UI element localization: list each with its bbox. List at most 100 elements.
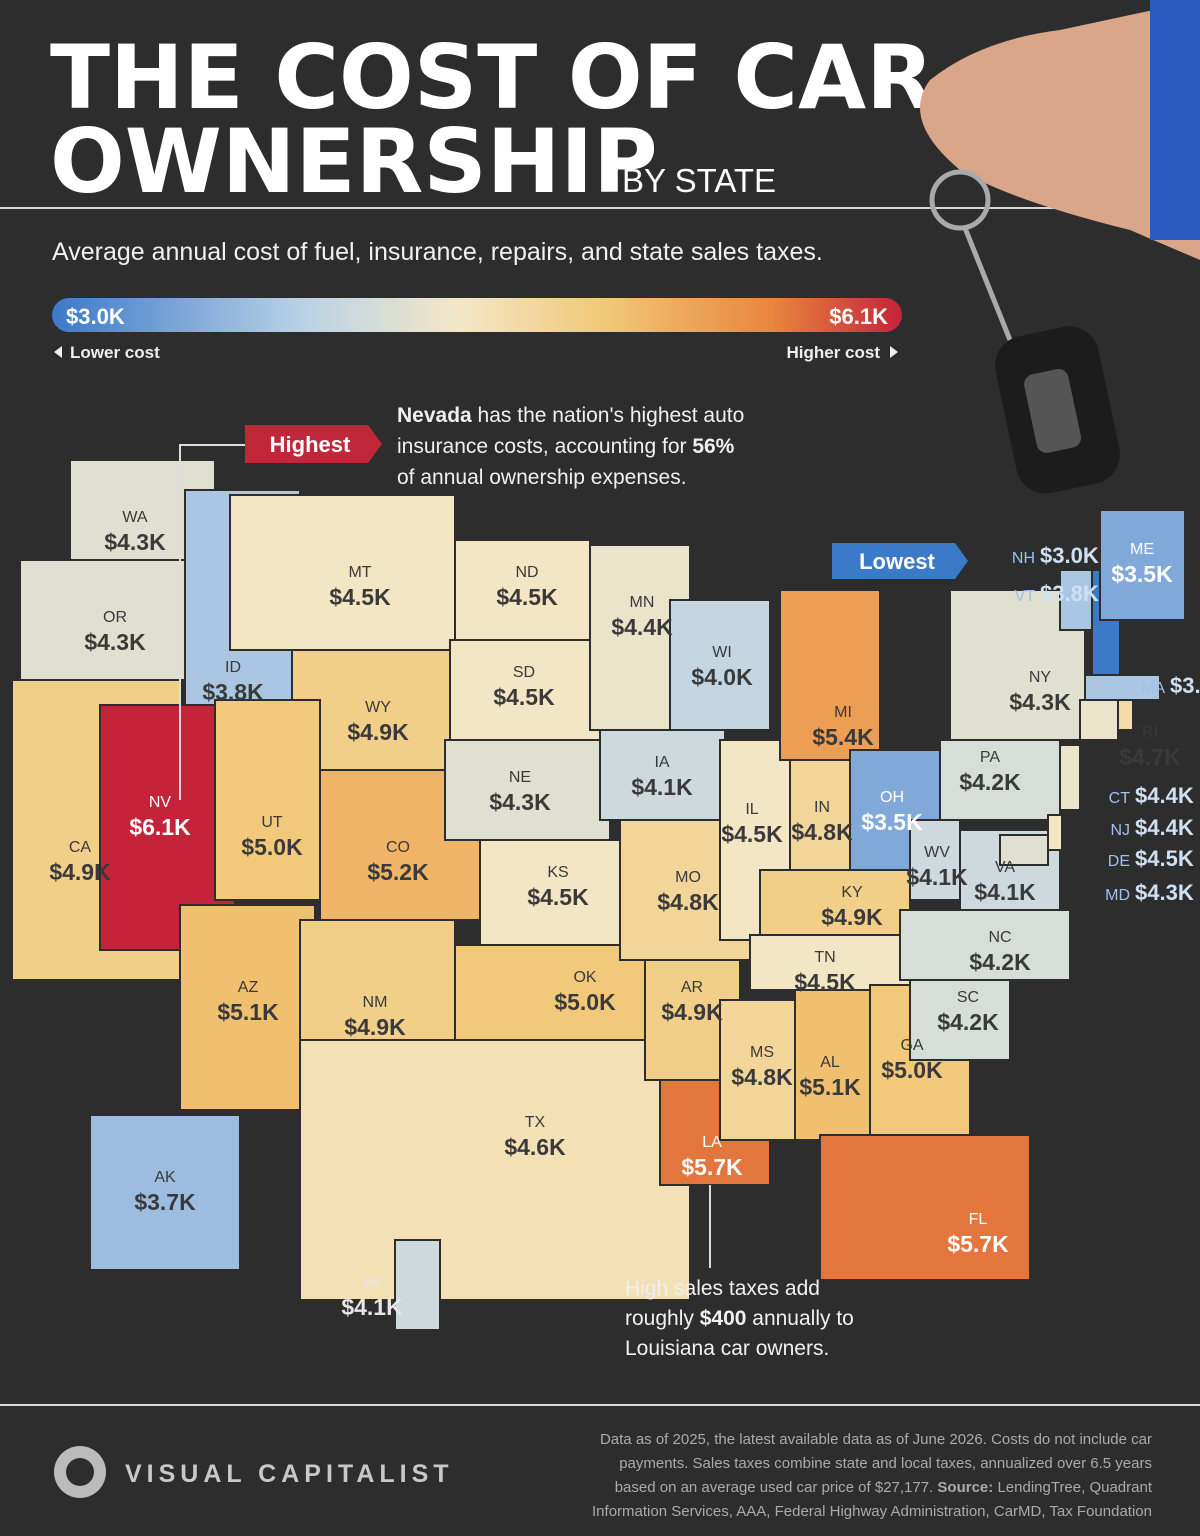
- state-code: MS: [750, 1044, 774, 1061]
- state-code: IA: [654, 754, 669, 771]
- text-segment: Data as of 2025, the latest available da…: [600, 1431, 1152, 1448]
- state-code: CA: [69, 839, 92, 856]
- state-code: OR: [103, 609, 127, 626]
- state-code: RI: [1142, 724, 1158, 741]
- state-code: NJ: [1110, 822, 1130, 839]
- state: [999, 834, 1049, 866]
- state-value: $3.5K: [861, 809, 923, 835]
- state-code: MD: [1105, 887, 1130, 904]
- state: [1099, 509, 1186, 621]
- arrow-right: [890, 346, 898, 358]
- title-suffix: BY STATE: [622, 162, 776, 199]
- state: [444, 739, 611, 841]
- state: [819, 1134, 1031, 1281]
- state-code: AK: [154, 1169, 176, 1186]
- state-code: TX: [525, 1114, 546, 1131]
- state-value: $5.0K: [881, 1057, 943, 1083]
- state-value: $4.5K: [329, 584, 391, 610]
- state-value: $4.4K: [1135, 815, 1194, 840]
- text-line: Information Services, AAA, Federal Highw…: [592, 1503, 1152, 1520]
- text-segment: Nevada: [397, 404, 472, 427]
- state-code: OK: [573, 969, 596, 986]
- text-segment: annually to: [746, 1307, 853, 1330]
- state-code: SD: [513, 664, 535, 681]
- text-segment: Louisiana car owners.: [625, 1337, 829, 1360]
- text-segment: High sales taxes add: [625, 1277, 820, 1300]
- state-code: IL: [745, 801, 758, 818]
- text-segment: insurance costs, accounting for: [397, 435, 692, 458]
- state-value: $4.9K: [344, 1014, 406, 1040]
- state-value: $4.3K: [1135, 880, 1194, 905]
- state-code: CT: [1109, 790, 1131, 807]
- state-value: $4.4K: [1135, 783, 1194, 808]
- state-code: NV: [149, 794, 172, 811]
- state-value: $4.5K: [721, 821, 783, 847]
- state-value: $4.1K: [906, 864, 968, 890]
- brand: VISUAL CAPITALIST: [125, 1460, 454, 1488]
- arrow-left: [54, 346, 62, 358]
- state-code: MO: [675, 869, 701, 886]
- text-line: Louisiana car owners.: [625, 1337, 829, 1360]
- state: [89, 1114, 241, 1271]
- state-value: $4.8K: [791, 819, 853, 845]
- state-value: $4.9K: [347, 719, 409, 745]
- state: [909, 974, 1011, 1061]
- legend-low-text: Lower cost: [70, 343, 160, 362]
- state-value: $4.8K: [657, 889, 719, 915]
- title-line: THE COST OF CAR: [50, 26, 934, 129]
- state-code: MN: [630, 594, 655, 611]
- state-code: KS: [547, 864, 568, 881]
- text-segment: Information Services, AAA, Federal Highw…: [592, 1503, 1152, 1520]
- state-code: VT: [1015, 588, 1036, 605]
- callout-tag: Highest: [270, 432, 351, 457]
- text-line: insurance costs, accounting for 56%: [397, 435, 735, 458]
- state: [1079, 699, 1119, 741]
- state: [669, 599, 771, 731]
- state-value: $4.0K: [691, 664, 753, 690]
- state-value: $5.0K: [241, 834, 303, 860]
- state: [909, 819, 961, 901]
- state-value: $5.1K: [217, 999, 279, 1025]
- state-value: $4.4K: [611, 614, 673, 640]
- callout-tag: Lowest: [859, 549, 935, 574]
- text-segment: of annual ownership expenses.: [397, 466, 687, 489]
- state-value: $4.5K: [794, 969, 856, 995]
- text-segment: LendingTree, Quadrant: [993, 1479, 1153, 1496]
- legend-high-text: Higher cost: [786, 343, 880, 362]
- state-value: $4.3K: [1009, 689, 1071, 715]
- state-value: $5.2K: [367, 859, 429, 885]
- state-value: $5.4K: [812, 724, 874, 750]
- state-code: WY: [365, 699, 391, 716]
- key-illustration: [920, 0, 1200, 494]
- state-value: $4.1K: [631, 774, 693, 800]
- state: [214, 699, 321, 901]
- state-value: $5.7K: [947, 1231, 1009, 1257]
- state-value: $3.8K: [202, 679, 264, 705]
- state-value: $3.8K: [1040, 581, 1099, 606]
- state-value: $4.3K: [84, 629, 146, 655]
- state: [1047, 814, 1063, 851]
- state-value: $3.7K: [134, 1189, 196, 1215]
- annotations: Highest Lowest WA $4.3K OR $4.3K CA $4.9K NV $6…: [49, 404, 1200, 1520]
- state-value: $4.9K: [821, 904, 883, 930]
- state-code: SC: [957, 989, 979, 1006]
- state-value: $4.6K: [504, 1134, 566, 1160]
- state-value: $4.2K: [937, 1009, 999, 1035]
- text-segment: roughly: [625, 1307, 700, 1330]
- state: [1117, 699, 1134, 731]
- legend-min-label: $3.0K: [66, 304, 125, 329]
- state-code: DE: [1108, 853, 1130, 870]
- state-code: PA: [980, 749, 1000, 766]
- text-line: Data as of 2025, the latest available da…: [600, 1431, 1152, 1448]
- state-code: WA: [122, 509, 148, 526]
- state-value: $4.1K: [974, 879, 1036, 905]
- state: [719, 999, 796, 1141]
- state-code: HI: [364, 1274, 380, 1291]
- state: [229, 494, 456, 651]
- state-code: WI: [712, 644, 732, 661]
- state-code: ID: [225, 659, 241, 676]
- state-value: $5.1K: [799, 1074, 861, 1100]
- state: [779, 589, 881, 761]
- state-value: $4.1K: [341, 1294, 403, 1320]
